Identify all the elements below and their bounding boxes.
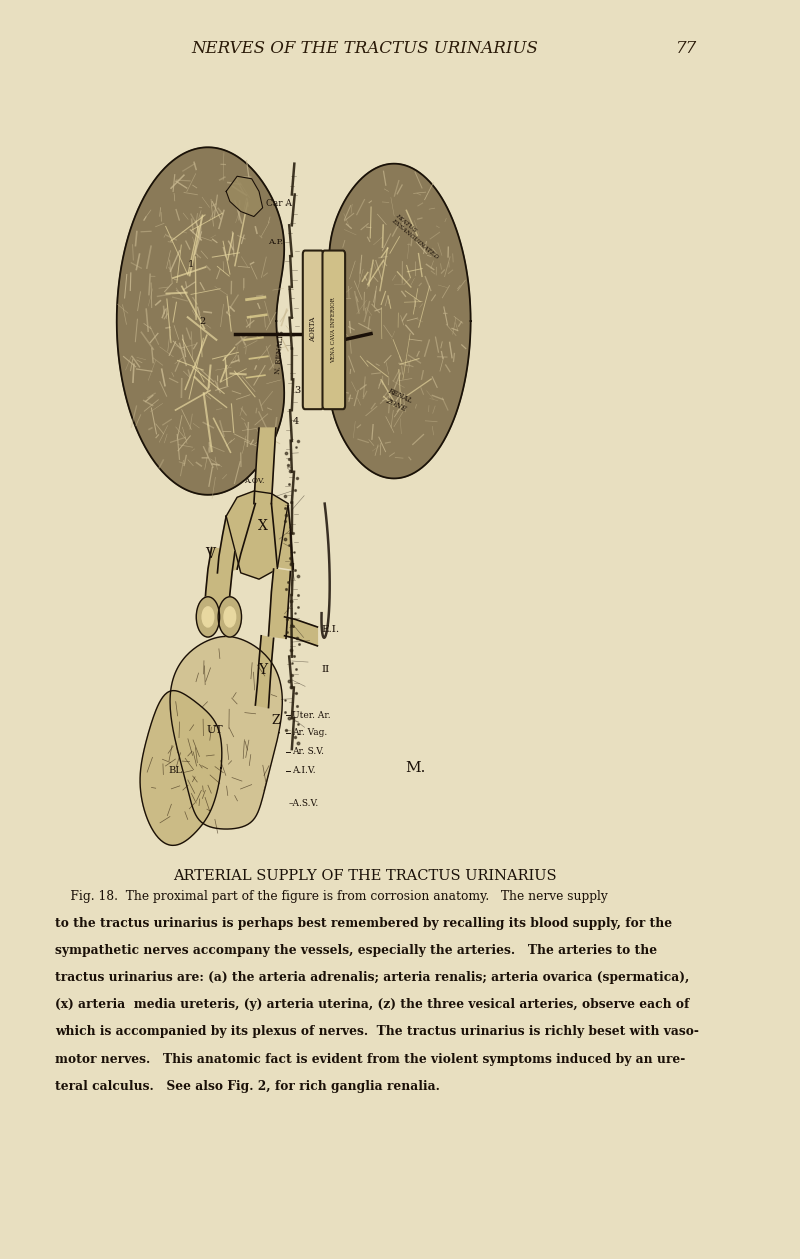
Text: Car A: Car A	[266, 199, 292, 209]
Text: VENA CAVA INFERIOR: VENA CAVA INFERIOR	[331, 297, 336, 363]
Text: Ar. S.V.: Ar. S.V.	[292, 747, 324, 757]
Polygon shape	[271, 504, 294, 569]
Text: Ar. Vag.: Ar. Vag.	[292, 728, 327, 738]
Polygon shape	[140, 691, 222, 845]
Polygon shape	[226, 176, 262, 217]
Text: X: X	[258, 519, 268, 534]
Polygon shape	[330, 164, 470, 478]
Text: UT: UT	[207, 725, 223, 735]
Text: A.OV.: A.OV.	[245, 477, 265, 485]
Polygon shape	[117, 147, 284, 495]
Text: A.P.: A.P.	[269, 238, 284, 246]
Polygon shape	[170, 637, 282, 828]
Text: HIATUS
EXSANGUINATED: HIATUS EXSANGUINATED	[390, 214, 443, 259]
FancyBboxPatch shape	[322, 251, 345, 409]
Polygon shape	[254, 428, 276, 504]
Text: Fig. 18.  The proximal part of the figure is from corrosion anatomy.   The nerve: Fig. 18. The proximal part of the figure…	[54, 890, 607, 903]
Text: motor nerves.   This anatomic fact is evident from the violent symptoms induced : motor nerves. This anatomic fact is evid…	[54, 1053, 685, 1065]
FancyBboxPatch shape	[302, 251, 323, 409]
Circle shape	[218, 597, 242, 637]
Text: to the tractus urinarius is perhaps best remembered by recalling its blood suppl: to the tractus urinarius is perhaps best…	[54, 917, 672, 930]
Text: 2: 2	[200, 316, 206, 326]
Circle shape	[202, 607, 214, 627]
Text: ARTERIAL SUPPLY OF THE TRACTUS URINARIUS: ARTERIAL SUPPLY OF THE TRACTUS URINARIUS	[173, 869, 557, 883]
Text: Y: Y	[258, 662, 267, 677]
Text: sympathetic nerves accompany the vessels, especially the arteries.   The arterie: sympathetic nerves accompany the vessels…	[54, 944, 657, 957]
Text: teral calculus.   See also Fig. 2, for rich ganglia renalia.: teral calculus. See also Fig. 2, for ric…	[54, 1080, 439, 1093]
Polygon shape	[285, 617, 318, 646]
Polygon shape	[269, 569, 290, 638]
Text: M.: M.	[405, 760, 426, 776]
Polygon shape	[204, 548, 235, 617]
Text: NERVES OF THE TRACTUS URINARIUS: NERVES OF THE TRACTUS URINARIUS	[191, 40, 538, 58]
Polygon shape	[218, 504, 255, 573]
Polygon shape	[255, 636, 274, 708]
Circle shape	[224, 607, 236, 627]
Text: tractus urinarius are: (a) the arteria adrenalis; arteria renalis; arteria ovari: tractus urinarius are: (a) the arteria a…	[54, 972, 689, 985]
Text: AORTA: AORTA	[309, 317, 317, 342]
Circle shape	[196, 597, 220, 637]
Text: Z: Z	[271, 714, 280, 726]
Text: BL: BL	[168, 765, 182, 776]
Polygon shape	[226, 491, 288, 579]
Text: 4: 4	[293, 417, 299, 427]
Text: V: V	[205, 546, 215, 562]
Text: II: II	[321, 665, 330, 675]
Text: A.I.V.: A.I.V.	[292, 765, 315, 776]
Text: 1: 1	[188, 259, 194, 269]
Text: N. RENALIS: N. RENALIS	[274, 330, 286, 375]
Text: E.I.: E.I.	[321, 624, 339, 635]
Text: 3: 3	[294, 385, 301, 395]
Text: –A.S.V.: –A.S.V.	[288, 798, 318, 808]
Text: Uter. Ar.: Uter. Ar.	[292, 710, 330, 720]
Text: which is accompanied by its plexus of nerves.  The tractus urinarius is richly b: which is accompanied by its plexus of ne…	[54, 1025, 698, 1039]
Text: (x) arteria  media ureteris, (y) arteria uterina, (z) the three vesical arteries: (x) arteria media ureteris, (y) arteria …	[54, 998, 689, 1011]
Text: 77: 77	[675, 40, 697, 58]
Text: RENAL
ZONE: RENAL ZONE	[382, 387, 413, 414]
